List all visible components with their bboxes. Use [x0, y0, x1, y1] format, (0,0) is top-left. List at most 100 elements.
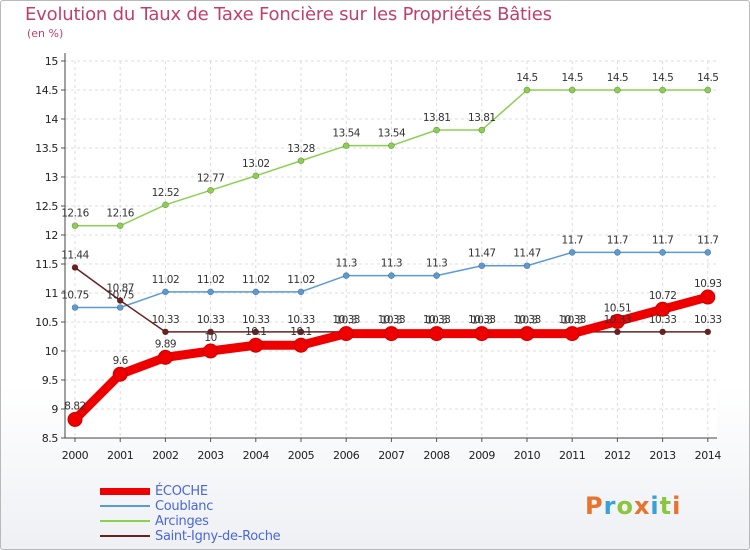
legend-item-coublanc: Coublanc: [100, 499, 320, 514]
x-tick-label: 2008: [423, 449, 450, 462]
data-label-arcinges: 13.81: [423, 112, 451, 124]
data-label-saint-igny-de-roche: 10.33: [604, 314, 632, 326]
data-label-saint-igny-de-roche: 10.33: [197, 314, 225, 326]
data-point-ecoche: [67, 411, 83, 427]
x-tick-label: 2014: [695, 449, 722, 462]
data-point-saint-igny-de-roche: [116, 297, 124, 304]
legend-swatch-coublanc: [100, 505, 150, 507]
data-label-arcinges: 13.81: [468, 112, 496, 124]
data-label-ecoche: 9.6: [113, 355, 129, 367]
data-point-ecoche: [700, 289, 716, 305]
data-label-coublanc: 10.75: [61, 290, 89, 302]
chart-title: Evolution du Taux de Taxe Foncière sur l…: [25, 4, 552, 25]
legend-label-arcinges: Arcinges: [155, 514, 209, 529]
data-label-arcinges: 14.5: [607, 72, 628, 84]
data-point-arcinges: [252, 172, 260, 180]
data-point-coublanc: [523, 262, 531, 270]
logo-letter: r: [603, 492, 617, 520]
data-label-coublanc: 11.47: [468, 248, 496, 260]
data-label-saint-igny-de-roche: 10.33: [423, 314, 451, 326]
y-tick-label: 13: [45, 171, 59, 184]
data-label-coublanc: 11.02: [197, 274, 225, 286]
y-tick-label: 13.5: [35, 142, 58, 155]
data-label-ecoche: 10: [204, 332, 216, 344]
data-point-saint-igny-de-roche: [207, 328, 214, 336]
data-point-coublanc: [162, 288, 169, 296]
data-point-arcinges: [704, 86, 712, 94]
data-label-arcinges: 13.02: [242, 158, 270, 170]
data-point-ecoche: [429, 326, 445, 342]
x-tick-label: 2004: [243, 449, 270, 462]
y-tick-label: 14.5: [35, 84, 58, 97]
data-label-coublanc: 11.3: [426, 258, 447, 270]
data-point-coublanc: [568, 249, 576, 256]
data-label-ecoche: 10.93: [694, 278, 722, 290]
data-point-saint-igny-de-roche: [704, 328, 712, 336]
data-label-saint-igny-de-roche: 10.33: [332, 314, 360, 326]
data-label-coublanc: 11.47: [513, 248, 541, 260]
data-point-arcinges: [116, 222, 124, 230]
data-label-ecoche: 10.3: [426, 315, 447, 327]
y-tick-label: 10.5: [35, 316, 58, 329]
logo-letter: t: [659, 492, 673, 520]
data-label-arcinges: 12.52: [152, 187, 180, 199]
data-point-coublanc: [478, 262, 486, 270]
data-point-ecoche: [609, 313, 625, 329]
data-label-saint-igny-de-roche: 10.87: [106, 283, 134, 295]
data-point-arcinges: [614, 86, 621, 94]
data-point-saint-igny-de-roche: [614, 328, 621, 336]
legend-item-arcinges: Arcinges: [100, 514, 320, 529]
data-label-coublanc: 11.7: [697, 234, 718, 246]
data-label-arcinges: 12.16: [61, 208, 89, 220]
y-tick-label: 14: [45, 113, 59, 126]
data-label-coublanc: 11.3: [381, 258, 402, 270]
y-axis-unit: (en %): [27, 27, 64, 40]
data-point-arcinges: [433, 126, 440, 134]
logo-letter: x: [633, 492, 651, 520]
data-label-ecoche: 10.1: [245, 326, 266, 338]
y-tick-label: 15: [45, 55, 59, 68]
data-label-saint-igny-de-roche: 10.33: [558, 314, 586, 326]
data-point-coublanc: [252, 288, 260, 296]
data-label-ecoche: 10.3: [471, 315, 492, 327]
x-tick-label: 2001: [107, 449, 133, 462]
data-label-arcinges: 13.54: [332, 128, 360, 140]
x-tick-label: 2010: [514, 449, 541, 462]
data-label-ecoche: 10.3: [562, 315, 583, 327]
data-point-coublanc: [614, 249, 621, 256]
data-point-ecoche: [519, 326, 535, 342]
legend-swatch-arcinges: [100, 520, 150, 522]
data-point-coublanc: [433, 272, 440, 279]
y-tick-label: 12: [45, 229, 58, 242]
legend-item-ecoche: ÉCOCHE: [100, 484, 320, 499]
logo-letter: P: [585, 492, 604, 520]
x-tick-label: 2009: [469, 449, 496, 462]
data-label-coublanc: 10.75: [106, 290, 134, 302]
data-point-ecoche: [655, 301, 671, 317]
y-tick-label: 9: [51, 403, 58, 416]
x-tick-label: 2013: [649, 449, 676, 462]
data-point-coublanc: [71, 304, 79, 311]
data-point-coublanc: [659, 249, 666, 256]
data-label-coublanc: 11.02: [242, 274, 270, 286]
logo-letter: i: [672, 492, 682, 520]
legend-label-ecoche: ÉCOCHE: [155, 484, 208, 499]
data-point-ecoche: [474, 326, 490, 342]
x-tick-label: 2005: [288, 449, 315, 462]
legend-item-saint-igny-de-roche: Saint-Igny-de-Roche: [100, 529, 320, 544]
data-label-coublanc: 11.02: [287, 274, 315, 286]
data-label-arcinges: 14.5: [652, 72, 673, 84]
data-label-saint-igny-de-roche: 10.33: [649, 314, 677, 326]
y-tick-label: 11.5: [35, 258, 58, 271]
data-label-arcinges: 14.5: [562, 72, 583, 84]
data-label-arcinges: 14.5: [516, 72, 537, 84]
x-tick-label: 2007: [378, 449, 405, 462]
data-label-arcinges: 12.77: [197, 172, 225, 184]
data-label-ecoche: 10.1: [290, 326, 311, 338]
x-tick-label: 2006: [333, 449, 360, 462]
logo-letter: o: [616, 492, 634, 520]
y-tick-label: 11: [45, 287, 58, 300]
data-point-saint-igny-de-roche: [71, 264, 79, 271]
data-label-arcinges: 12.16: [106, 208, 134, 220]
data-point-arcinges: [388, 142, 395, 149]
